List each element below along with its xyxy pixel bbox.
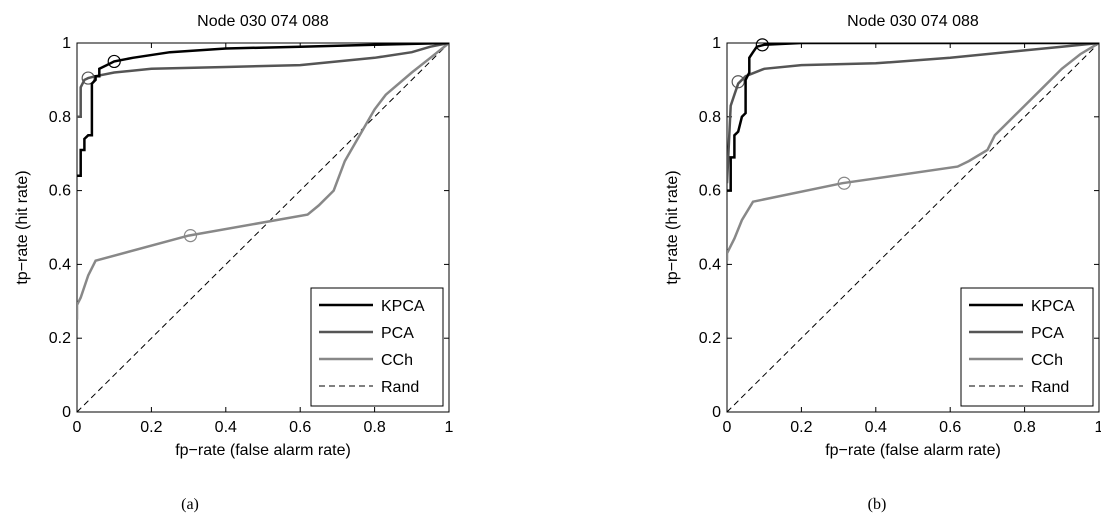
x-tick-label: 1 xyxy=(445,419,454,436)
series-line-cch xyxy=(727,43,1099,261)
plot-area-frame xyxy=(76,42,450,413)
x-tick-label: 0.2 xyxy=(140,419,162,436)
y-tick-label: 0.2 xyxy=(49,330,71,347)
legend-label-kpca: KPCA xyxy=(1031,298,1075,315)
x-tick-label: 1 xyxy=(1095,419,1101,436)
operating-point-cch xyxy=(183,229,198,243)
legend-label-cch: CCh xyxy=(1031,352,1063,369)
chart-title: Node 030 074 088 xyxy=(847,13,979,30)
legend-label-rand: Rand xyxy=(1031,379,1069,396)
x-tick-label: 0 xyxy=(723,419,732,436)
series-line-cch xyxy=(77,43,449,320)
x-tick-label: 0.8 xyxy=(1013,419,1035,436)
y-tick-label: 0.4 xyxy=(699,256,721,273)
y-axis-label: tp−rate (hit rate) xyxy=(14,170,31,284)
y-tick-label: 0.2 xyxy=(699,330,721,347)
y-axis-label: tp−rate (hit rate) xyxy=(664,170,681,284)
series-line-rand xyxy=(77,43,449,412)
legend-label-pca: PCA xyxy=(381,325,414,342)
operating-point-pca xyxy=(81,71,95,85)
x-tick-label: 0.6 xyxy=(289,419,311,436)
x-tick-label: 0.2 xyxy=(790,419,812,436)
x-tick-label: 0.8 xyxy=(363,419,385,436)
x-axis-label: fp−rate (false alarm rate) xyxy=(825,442,1001,459)
series-line-kpca xyxy=(77,43,449,178)
y-tick-label: 0.4 xyxy=(49,256,71,273)
legend: KPCA PCA CCh Rand xyxy=(960,287,1094,407)
chart-panel-a: 0 0.2 0.4 0.6 0.8 1 0 0.2 0.4 0.6 0.8 1 Node 030 074… xyxy=(14,13,454,459)
legend-label-kpca: KPCA xyxy=(381,298,425,315)
y-tick-label: 1 xyxy=(712,35,721,52)
legend-label-pca: PCA xyxy=(1031,325,1064,342)
series-line-rand xyxy=(727,43,1099,412)
series-line-pca xyxy=(77,43,449,119)
legend-label-cch: CCh xyxy=(381,352,413,369)
operating-point-kpca xyxy=(107,54,121,69)
operating-point-kpca xyxy=(755,38,769,52)
legend-label-rand: Rand xyxy=(381,379,419,396)
x-tick-label: 0.4 xyxy=(215,419,237,436)
series-line-kpca xyxy=(727,43,1099,192)
x-axis-label: fp−rate (false alarm rate) xyxy=(175,442,351,459)
y-tick-label: 0 xyxy=(62,404,71,421)
y-tick-label: 0.6 xyxy=(49,183,71,200)
y-tick-label: 0 xyxy=(712,404,721,421)
y-tick-label: 0.8 xyxy=(699,109,721,126)
chart-title: Node 030 074 088 xyxy=(197,13,329,30)
x-tick-label: 0 xyxy=(73,419,82,436)
operating-point-pca xyxy=(731,75,745,89)
y-tick-label: 0.8 xyxy=(49,109,71,126)
operating-point-cch xyxy=(837,176,851,190)
caption-a: (a) xyxy=(181,496,199,513)
legend: KPCA PCA CCh Rand xyxy=(310,287,444,407)
chart-panel-b: 0 0.2 0.4 0.6 0.8 1 0 0.2 0.4 0.6 0.8 1 Node 030 074… xyxy=(664,13,1101,459)
caption-b: (b) xyxy=(867,496,887,513)
y-tick-label: 0.6 xyxy=(699,183,721,200)
x-tick-label: 0.4 xyxy=(865,419,887,436)
y-tick-label: 1 xyxy=(62,35,71,52)
series-line-pca xyxy=(727,43,1099,184)
x-tick-label: 0.6 xyxy=(939,419,961,436)
